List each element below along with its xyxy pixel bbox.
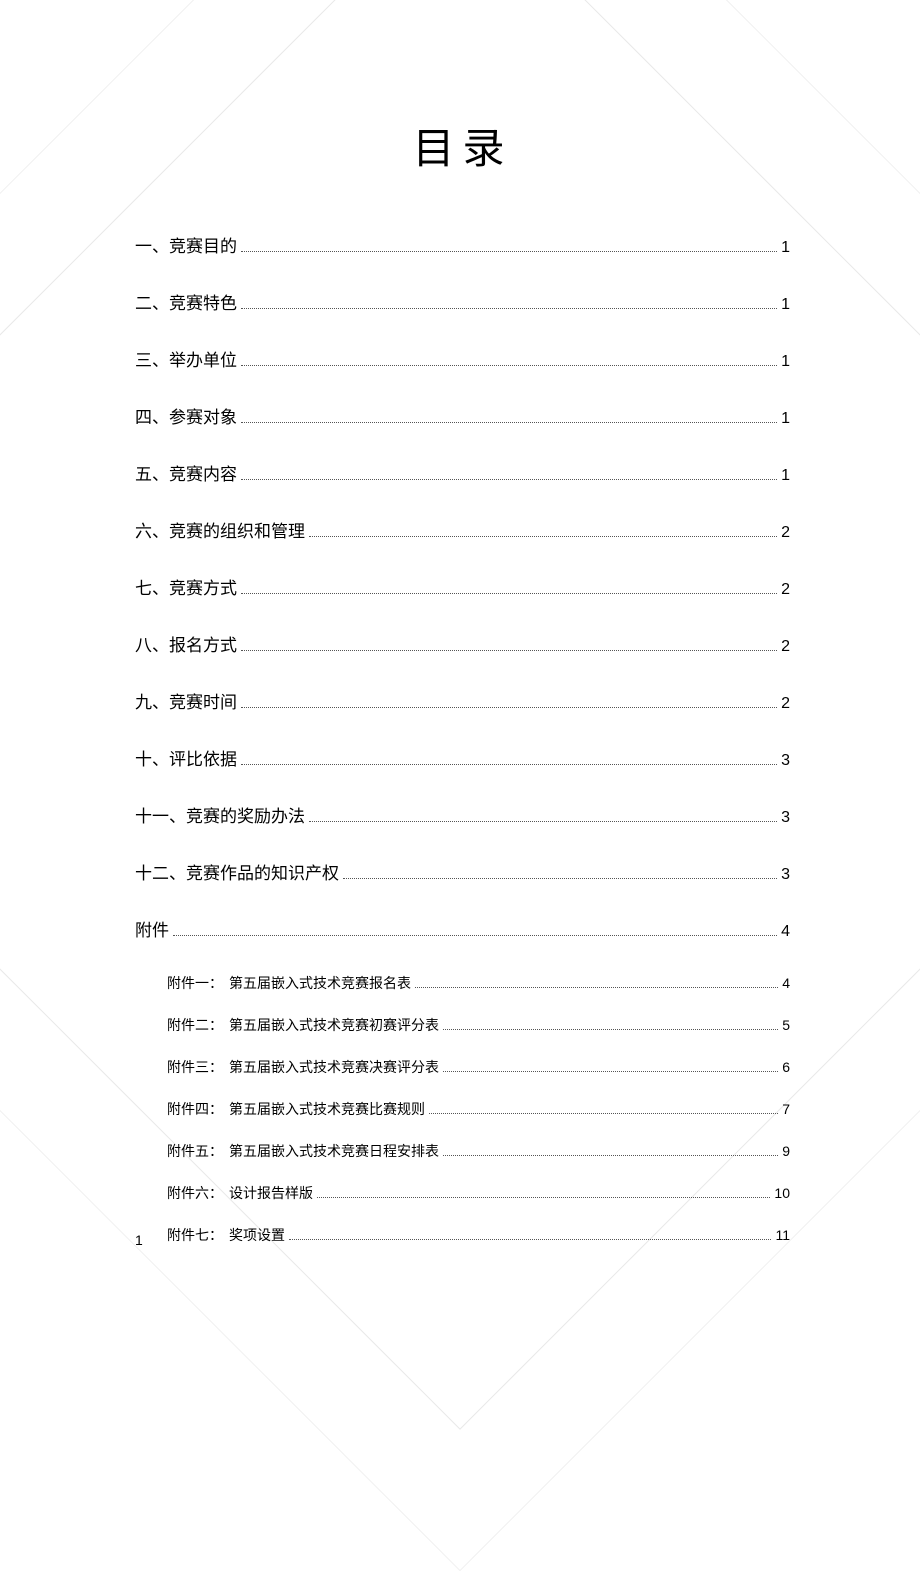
toc-leader	[241, 251, 777, 252]
toc-entry: 九、竞赛时间 2	[135, 688, 790, 713]
toc-entry: 四、参赛对象 1	[135, 403, 790, 428]
toc-page: 1	[781, 410, 790, 428]
toc-page: 11	[775, 1227, 790, 1243]
toc-sub-label: 附件四：第五届嵌入式技术竞赛比赛规则	[167, 1099, 425, 1119]
toc-sub-entry: 附件一：第五届嵌入式技术竞赛报名表 4	[167, 973, 790, 993]
toc-leader	[429, 1113, 778, 1114]
toc-label: 一、竞赛目的	[135, 232, 237, 257]
toc-page: 1	[781, 239, 790, 257]
toc-leader	[241, 479, 777, 480]
toc-sub-prefix: 附件五：	[167, 1141, 229, 1161]
toc-sub-entry: 附件四：第五届嵌入式技术竞赛比赛规则 7	[167, 1099, 790, 1119]
toc-page: 5	[782, 1017, 790, 1033]
toc-entry: 三、举办单位 1	[135, 346, 790, 371]
toc-leader	[241, 422, 777, 423]
toc-page: 6	[782, 1059, 790, 1075]
toc-page: 3	[781, 809, 790, 827]
toc-sub-prefix: 附件七：	[167, 1225, 229, 1245]
toc-page: 2	[781, 638, 790, 656]
toc-sub-text: 奖项设置	[229, 1229, 285, 1244]
toc-sub-entry: 附件五：第五届嵌入式技术竞赛日程安排表 9	[167, 1141, 790, 1161]
toc-leader	[241, 707, 777, 708]
toc-sub-text: 第五届嵌入式技术竞赛日程安排表	[229, 1145, 439, 1160]
toc-sub-text: 第五届嵌入式技术竞赛初赛评分表	[229, 1019, 439, 1034]
toc-label: 七、竞赛方式	[135, 574, 237, 599]
toc-label: 十二、竞赛作品的知识产权	[135, 859, 339, 884]
toc-sub-label: 附件三：第五届嵌入式技术竞赛决赛评分表	[167, 1057, 439, 1077]
toc-leader	[443, 1155, 778, 1156]
toc-sub-text: 设计报告样版	[229, 1187, 313, 1202]
toc-leader	[241, 650, 777, 651]
toc-page: 4	[781, 923, 790, 941]
toc-sub-label: 附件七：奖项设置	[167, 1225, 285, 1245]
toc-page: 1	[781, 467, 790, 485]
toc-leader	[317, 1197, 770, 1198]
toc-page: 1	[781, 296, 790, 314]
toc-leader	[241, 764, 777, 765]
toc-sub-entry: 附件七：奖项设置 11	[167, 1225, 790, 1245]
toc-label: 八、报名方式	[135, 631, 237, 656]
toc-sub-prefix: 附件二：	[167, 1015, 229, 1035]
toc-page: 2	[781, 581, 790, 599]
toc-sub-label: 附件六：设计报告样版	[167, 1183, 313, 1203]
toc-page: 2	[781, 524, 790, 542]
toc-sub-text: 第五届嵌入式技术竞赛比赛规则	[229, 1103, 425, 1118]
page-content: 目录 一、竞赛目的 1 二、竞赛特色 1 三、举办单位 1 四、参赛对象 1 五…	[0, 0, 920, 1327]
toc-leader	[173, 935, 777, 936]
toc-page: 2	[781, 695, 790, 713]
toc-leader	[241, 365, 777, 366]
toc-sub-prefix: 附件四：	[167, 1099, 229, 1119]
toc-sub-prefix: 附件六：	[167, 1183, 229, 1203]
toc-leader	[309, 821, 777, 822]
toc-leader	[289, 1239, 771, 1240]
toc-label: 六、竞赛的组织和管理	[135, 517, 305, 542]
toc-sub-prefix: 附件一：	[167, 973, 229, 993]
toc-entry: 七、竞赛方式 2	[135, 574, 790, 599]
toc-page: 4	[782, 975, 790, 991]
toc-page: 3	[781, 866, 790, 884]
toc-entry: 六、竞赛的组织和管理 2	[135, 517, 790, 542]
toc-page: 10	[774, 1185, 790, 1201]
toc-sub-entry: 附件六：设计报告样版 10	[167, 1183, 790, 1203]
toc-label: 四、参赛对象	[135, 403, 237, 428]
toc-entry: 十一、竞赛的奖励办法 3	[135, 802, 790, 827]
toc-entry: 十、评比依据 3	[135, 745, 790, 770]
toc-leader	[415, 987, 778, 988]
toc-sub-entry: 附件三：第五届嵌入式技术竞赛决赛评分表 6	[167, 1057, 790, 1077]
toc-leader	[309, 536, 777, 537]
toc-sub-prefix: 附件三：	[167, 1057, 229, 1077]
toc-entry: 五、竞赛内容 1	[135, 460, 790, 485]
toc-label: 十、评比依据	[135, 745, 237, 770]
toc-sub-text: 第五届嵌入式技术竞赛决赛评分表	[229, 1061, 439, 1076]
toc-entry: 附件 4	[135, 916, 790, 941]
toc-label: 二、竞赛特色	[135, 289, 237, 314]
toc-label: 三、举办单位	[135, 346, 237, 371]
toc-label: 十一、竞赛的奖励办法	[135, 802, 305, 827]
toc-sub-label: 附件五：第五届嵌入式技术竞赛日程安排表	[167, 1141, 439, 1161]
toc-entry: 十二、竞赛作品的知识产权 3	[135, 859, 790, 884]
toc-sub-text: 第五届嵌入式技术竞赛报名表	[229, 977, 411, 992]
toc-leader	[443, 1029, 778, 1030]
toc-main-list: 一、竞赛目的 1 二、竞赛特色 1 三、举办单位 1 四、参赛对象 1 五、竞赛…	[135, 232, 790, 941]
toc-sub-list: 附件一：第五届嵌入式技术竞赛报名表 4 附件二：第五届嵌入式技术竞赛初赛评分表 …	[135, 973, 790, 1245]
toc-sub-label: 附件二：第五届嵌入式技术竞赛初赛评分表	[167, 1015, 439, 1035]
page-title: 目录	[135, 115, 790, 176]
toc-page: 3	[781, 752, 790, 770]
toc-sub-entry: 附件二：第五届嵌入式技术竞赛初赛评分表 5	[167, 1015, 790, 1035]
toc-leader	[241, 308, 777, 309]
toc-page: 7	[782, 1101, 790, 1117]
toc-entry: 一、竞赛目的 1	[135, 232, 790, 257]
toc-label: 附件	[135, 916, 169, 941]
toc-label: 九、竞赛时间	[135, 688, 237, 713]
toc-sub-label: 附件一：第五届嵌入式技术竞赛报名表	[167, 973, 411, 993]
toc-page: 9	[782, 1143, 790, 1159]
toc-leader	[343, 878, 777, 879]
toc-leader	[443, 1071, 778, 1072]
toc-page: 1	[781, 353, 790, 371]
toc-entry: 八、报名方式 2	[135, 631, 790, 656]
toc-entry: 二、竞赛特色 1	[135, 289, 790, 314]
toc-leader	[241, 593, 777, 594]
toc-label: 五、竞赛内容	[135, 460, 237, 485]
